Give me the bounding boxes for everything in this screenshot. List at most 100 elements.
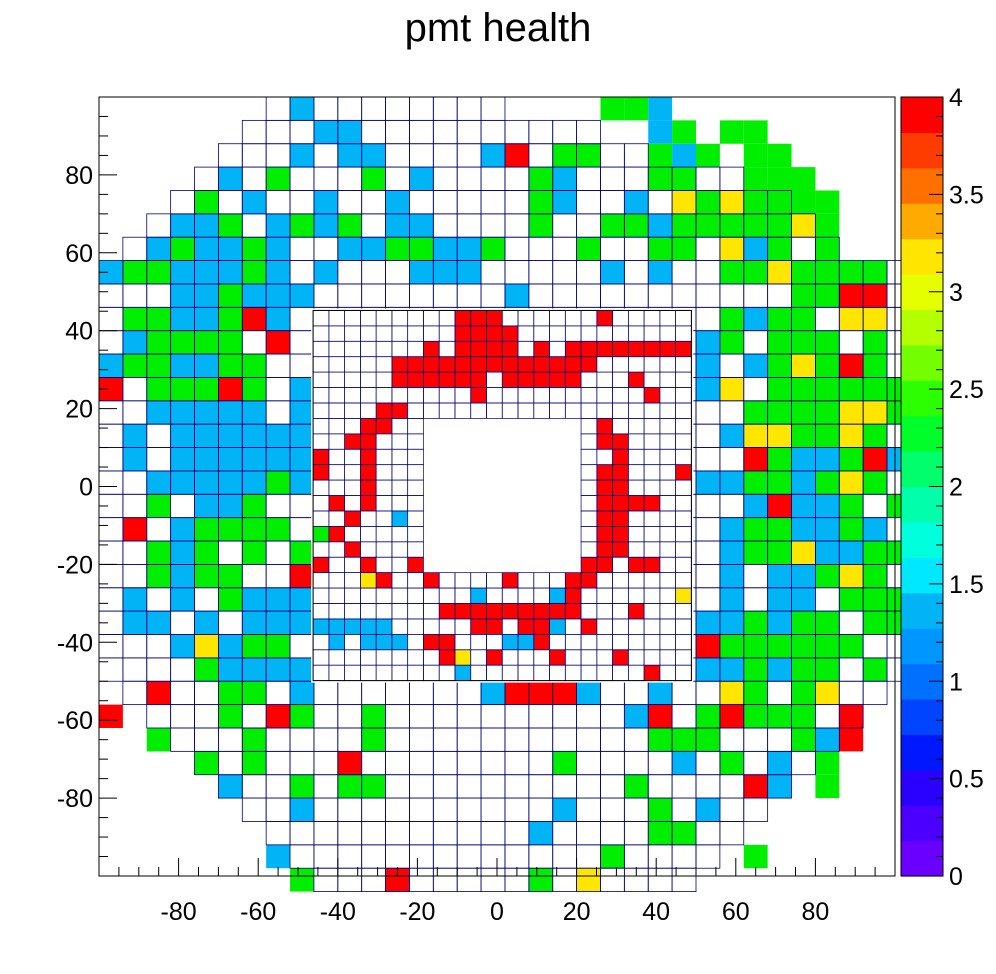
outer-pmt-cell [552, 190, 577, 214]
outer-pmt-cell [457, 237, 482, 261]
outer-pmt-cell [242, 587, 267, 612]
outer-pmt-cell [743, 143, 768, 168]
outer-pmt-cell [648, 120, 673, 144]
outer-pmt-cell [696, 377, 720, 401]
inner-pmt-cell [549, 618, 566, 635]
outer-pmt-cell [719, 260, 744, 284]
outer-grid-cell [600, 680, 625, 706]
outer-grid-cell [265, 377, 291, 402]
outer-grid-cell [122, 657, 148, 682]
outer-pmt-cell [266, 424, 291, 448]
outer-pmt-cell [242, 237, 267, 261]
outer-grid-cell [170, 727, 195, 752]
outer-grid-cell [385, 797, 410, 822]
outer-grid-cell [313, 236, 339, 261]
outer-pmt-cell [122, 517, 147, 542]
inner-pmt-cell [533, 372, 550, 388]
outer-grid-cell [480, 119, 506, 145]
inner-pmt-cell [644, 665, 660, 681]
inner-pmt-cell [360, 449, 377, 465]
inner-pmt-cell [423, 572, 440, 589]
inner-pmt-cell [328, 618, 345, 635]
outer-pmt-cell [815, 283, 840, 308]
outer-grid-cell [146, 213, 172, 238]
outer-pmt-cell [146, 470, 171, 495]
outer-grid-cell [409, 190, 434, 215]
outer-pmt-cell [815, 470, 840, 495]
outer-pmt-cell [122, 260, 147, 284]
outer-grid-cell [432, 143, 458, 168]
outer-grid-cell [695, 844, 721, 869]
outer-grid-cell [504, 727, 530, 752]
outer-pmt-cell [719, 213, 744, 238]
outer-grid-cell [289, 166, 315, 191]
inner-pmt-cell [454, 325, 471, 342]
inner-pmt-cell [675, 588, 692, 604]
outer-pmt-cell [791, 727, 816, 752]
outer-grid-cell [170, 610, 195, 635]
inner-pmt-cell [391, 402, 408, 419]
inner-pmt-cell [313, 464, 329, 481]
outer-pmt-cell [791, 494, 816, 518]
outer-pmt-cell [218, 260, 243, 284]
outer-grid-cell [313, 680, 339, 706]
outer-pmt-cell [194, 283, 219, 308]
y-tick-label: -80 [57, 785, 93, 813]
outer-grid-cell [480, 844, 506, 869]
outer-pmt-cell [218, 354, 243, 378]
outer-pmt-cell [815, 447, 840, 471]
outer-pmt-cell [743, 704, 768, 728]
outer-pmt-cell [863, 470, 888, 495]
outer-grid-cell [695, 447, 721, 472]
outer-pmt-cell [146, 260, 171, 284]
outer-pmt-cell [170, 330, 195, 355]
inner-pmt-cell [659, 341, 676, 357]
outer-grid-cell [385, 283, 410, 308]
outer-pmt-cell [791, 587, 816, 612]
outer-grid-cell [146, 423, 172, 448]
outer-grid-cell [146, 587, 172, 612]
inner-pmt-cell [454, 341, 471, 357]
outer-grid-cell [695, 540, 721, 565]
outer-grid-cell [289, 260, 315, 285]
outer-pmt-cell [361, 704, 386, 728]
outer-grid-cell [265, 96, 291, 121]
outer-grid-cell [719, 166, 745, 191]
outer-pmt-cell [767, 400, 792, 425]
inner-pmt-cell [328, 526, 345, 542]
outer-grid-cell [456, 797, 482, 822]
inner-pmt-cell [596, 433, 613, 450]
outer-pmt-cell [242, 470, 267, 495]
outer-grid-cell [456, 821, 482, 846]
outer-pmt-cell [839, 517, 864, 542]
outer-grid-cell [289, 821, 315, 846]
outer-pmt-cell [242, 190, 267, 214]
inner-pmt-cell [313, 618, 329, 635]
inner-pmt-cell [549, 372, 566, 388]
outer-pmt-cell [290, 657, 314, 682]
outer-grid-cell [671, 797, 697, 822]
outer-pmt-cell [290, 681, 314, 705]
inner-pmt-cell [407, 557, 424, 573]
outer-pmt-cell [170, 377, 195, 401]
outer-grid-cell [385, 680, 410, 706]
outer-grid-cell [409, 119, 434, 145]
outer-grid-cell [289, 517, 315, 542]
outer-pmt-cell [839, 470, 864, 495]
outer-pmt-cell [170, 424, 195, 448]
outer-pmt-cell [242, 424, 267, 448]
outer-grid-cell [600, 236, 625, 261]
outer-pmt-cell [791, 377, 816, 401]
outer-grid-cell [265, 797, 291, 822]
outer-pmt-cell [791, 330, 816, 355]
outer-pmt-cell [528, 213, 553, 238]
outer-pmt-cell [672, 727, 696, 752]
outer-grid-cell [241, 564, 267, 589]
outer-grid-cell [241, 797, 267, 822]
outer-pmt-cell [242, 681, 267, 705]
outer-pmt-cell [600, 260, 625, 284]
outer-pmt-cell [146, 307, 171, 331]
outer-pmt-cell [290, 400, 314, 425]
outer-pmt-cell [242, 541, 267, 565]
inner-pmt-cell [454, 372, 471, 388]
